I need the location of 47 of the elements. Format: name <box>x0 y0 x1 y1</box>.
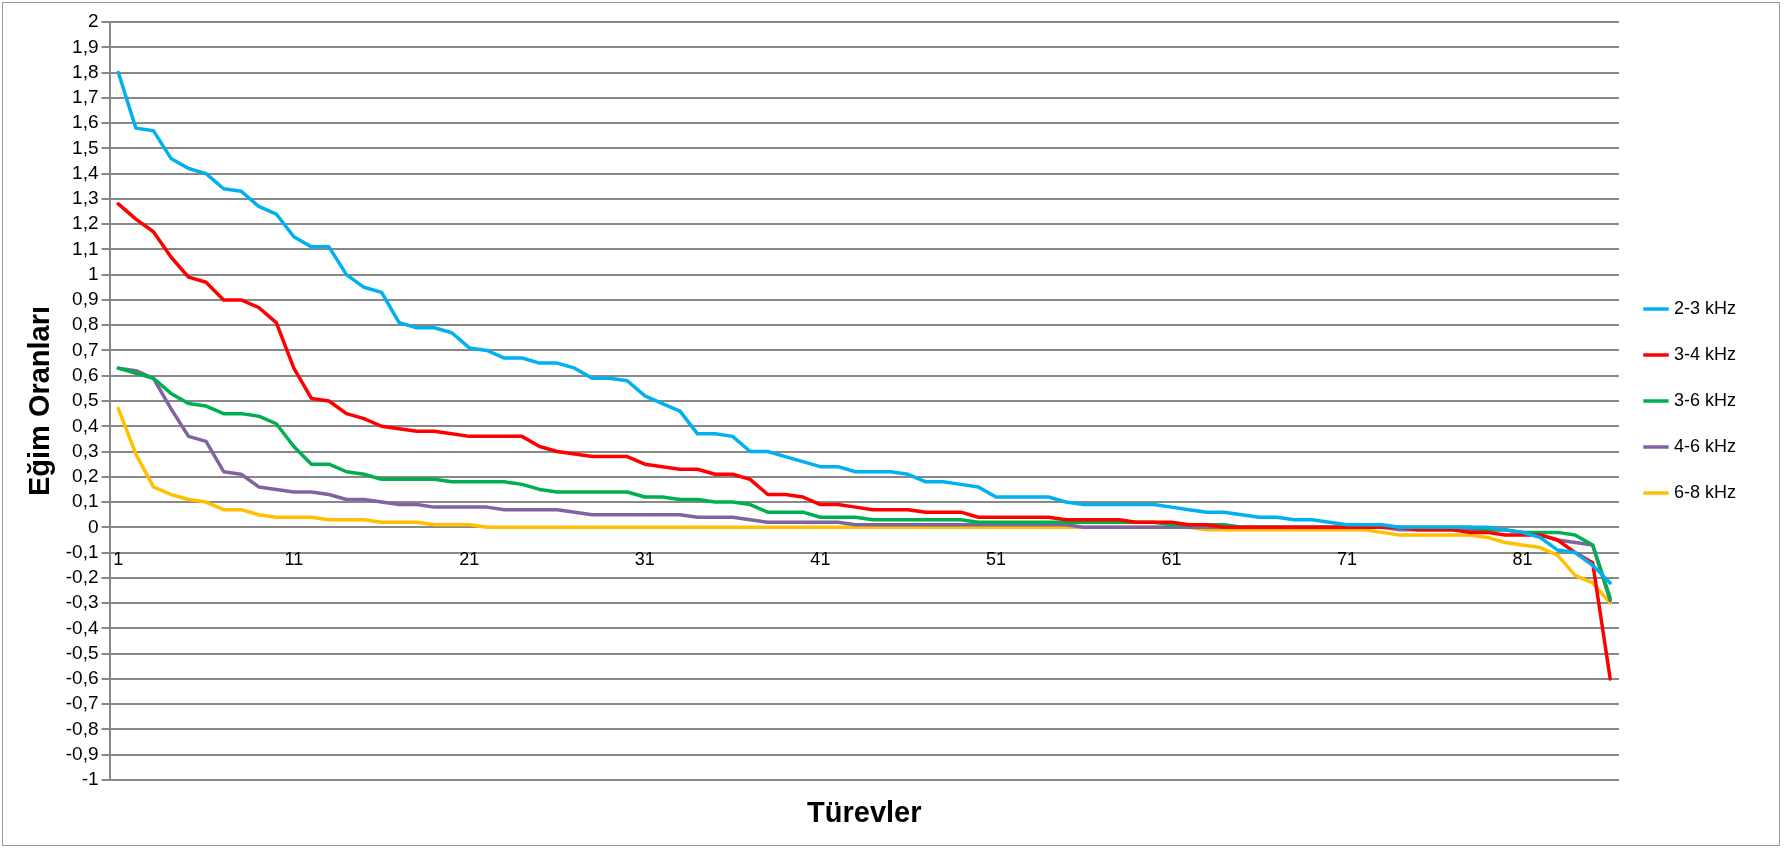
y-tick-label: 1,5 <box>72 136 99 158</box>
x-tick-label: 31 <box>634 549 655 570</box>
x-axis-title: Türevler <box>807 796 922 828</box>
y-tick-label: 0,6 <box>72 363 99 385</box>
y-tick-label: 0,5 <box>72 389 99 411</box>
y-tick-label: 0,3 <box>72 439 99 461</box>
legend-label: 3-4 kHz <box>1673 343 1736 364</box>
legend-label: 4-6 kHz <box>1673 435 1736 456</box>
legend-label: 2-3 kHz <box>1673 297 1736 318</box>
x-tick-label: 81 <box>1512 549 1533 570</box>
y-tick-label: -0,3 <box>65 591 99 613</box>
y-tick-label: -0,7 <box>65 692 99 714</box>
x-tick-label: 1 <box>113 549 124 570</box>
y-tick-label: -0,1 <box>65 540 99 562</box>
y-tick-label: -0,8 <box>65 717 99 739</box>
y-tick-label: -0,5 <box>65 641 99 663</box>
y-tick-label: 1,2 <box>72 212 99 234</box>
y-tick-label: 1,1 <box>72 237 99 259</box>
y-tick-label: 1,3 <box>72 187 99 209</box>
y-tick-label: 0,9 <box>72 288 99 310</box>
y-tick-label: -0,9 <box>65 742 99 764</box>
x-tick-label: 61 <box>1161 549 1182 570</box>
y-tick-label: -0,6 <box>65 667 99 689</box>
y-tick-label: -0,2 <box>65 566 99 588</box>
y-tick-label: 1,8 <box>72 60 99 82</box>
y-tick-label: 1,7 <box>72 86 99 108</box>
y-tick-label: 0,7 <box>72 338 99 360</box>
y-tick-label: 1 <box>87 262 99 284</box>
x-tick-label: 41 <box>810 549 831 570</box>
legend-label: 3-6 kHz <box>1673 389 1736 410</box>
y-tick-label: 1,4 <box>72 161 99 183</box>
legend-label: 6-8 kHz <box>1673 481 1736 502</box>
x-tick-label: 11 <box>284 549 304 570</box>
y-tick-label: -1 <box>81 768 99 790</box>
y-tick-label: 0,8 <box>72 313 99 335</box>
x-tick-label: 71 <box>1336 549 1357 570</box>
y-tick-label: 1,6 <box>72 111 99 133</box>
y-axis-title: Eğim Oranları <box>23 305 56 497</box>
x-tick-label: 51 <box>985 549 1006 570</box>
y-tick-label: 1,9 <box>72 35 99 57</box>
y-tick-label: -0,4 <box>65 616 99 638</box>
y-tick-label: 0 <box>87 515 99 537</box>
y-tick-label: 0,1 <box>72 490 99 512</box>
y-tick-label: 2 <box>87 10 99 32</box>
y-tick-label: 0,2 <box>72 465 99 487</box>
y-tick-label: 0,4 <box>72 414 99 436</box>
x-tick-label: 21 <box>459 549 480 570</box>
